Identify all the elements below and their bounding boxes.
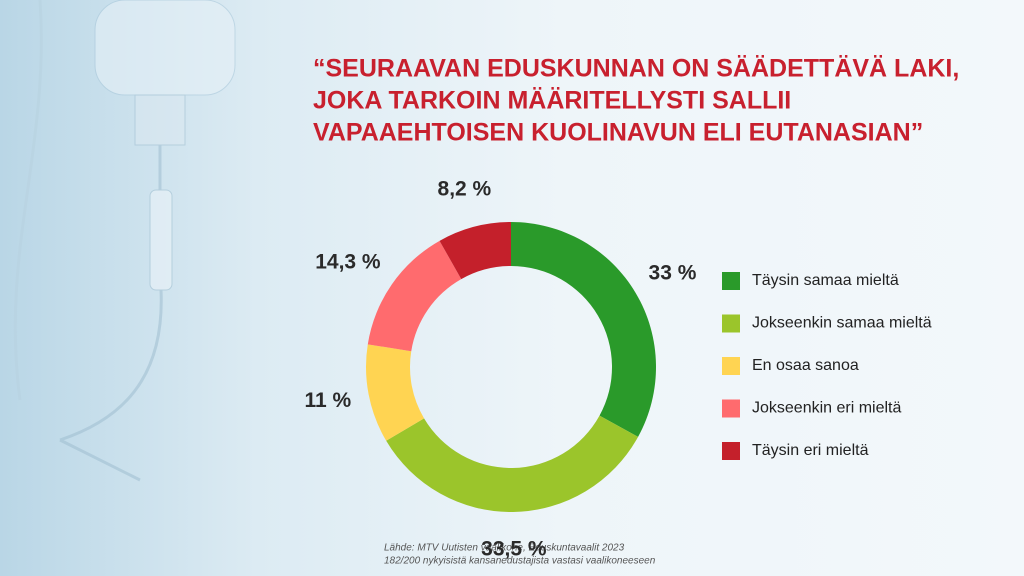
iv-drip (13, 0, 236, 482)
source: Lähde: MTV Uutisten vaalikone, Eduskunta… (384, 543, 625, 554)
legend-swatch (722, 272, 740, 290)
legend-label: Täysin eri mieltä (752, 442, 869, 459)
value-label: 8,2 % (438, 178, 492, 201)
value-label: 33,5 % (481, 538, 547, 561)
legend-label: En osaa sanoa (752, 357, 859, 374)
title-line: VAPAAEHTOISEN KUOLINAVUN ELI EUTANASIAN” (313, 119, 923, 147)
legend-swatch (722, 442, 740, 460)
title: “SEURAAVAN EDUSKUNNAN ON SÄÄDETTÄVÄ LAKI… (313, 55, 959, 147)
legend-label: Jokseenkin samaa mieltä (752, 315, 932, 332)
donut-segment (366, 344, 425, 441)
value-label: 11 % (305, 389, 352, 412)
donut-segment (511, 222, 656, 437)
value-label: 14,3 % (315, 250, 381, 273)
legend-swatch (722, 314, 740, 333)
legend-swatch (722, 357, 740, 375)
value-label: 33 % (649, 261, 697, 284)
donut-segment (439, 222, 511, 280)
legend-label: Jokseenkin eri mieltä (752, 400, 902, 417)
donut-segment (386, 415, 639, 512)
title-line: “SEURAAVAN EDUSKUNNAN ON SÄÄDETTÄVÄ LAKI… (313, 55, 959, 83)
title-line: JOKA TARKOIN MÄÄRITELLYSTI SALLII (313, 87, 791, 115)
legend-swatch (722, 399, 740, 418)
source: 182/200 nykyisistä kansanedustajista vas… (384, 556, 656, 567)
donut-segment (367, 240, 462, 352)
legend-label: Täysin samaa mieltä (752, 272, 899, 289)
